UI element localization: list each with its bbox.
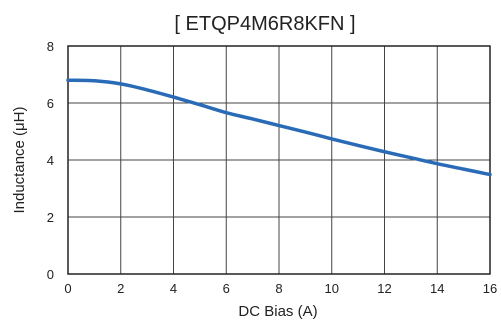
plot-frame xyxy=(67,45,491,275)
x-tick-label: 4 xyxy=(170,281,177,296)
x-tick-label: 14 xyxy=(430,281,444,296)
x-tick-label: 12 xyxy=(377,281,391,296)
inductance-curve xyxy=(66,78,492,177)
y-tick-label: 4 xyxy=(47,153,54,168)
x-tick-label: 8 xyxy=(275,281,282,296)
x-tick-label: 2 xyxy=(117,281,124,296)
x-tick-label: 0 xyxy=(64,281,71,296)
x-tick-label: 6 xyxy=(223,281,230,296)
x-tick-label: 16 xyxy=(483,281,497,296)
y-tick-labels: 0 2 4 6 8 xyxy=(47,39,54,282)
x-tick-labels: 0 2 4 6 8 10 12 14 16 xyxy=(64,281,497,296)
y-tick-label: 0 xyxy=(47,267,54,282)
chart-title: [ ETQP4M6R8KFN ] xyxy=(174,13,355,35)
plot-frame-group xyxy=(67,45,491,275)
y-axis-label: Inductance (μH) xyxy=(11,106,28,213)
y-tick-label: 8 xyxy=(47,39,54,54)
series-group xyxy=(66,78,492,177)
x-axis-label: DC Bias (A) xyxy=(238,303,317,320)
y-tick-label: 6 xyxy=(47,96,54,111)
x-tick-label: 10 xyxy=(325,281,339,296)
y-tick-label: 2 xyxy=(47,210,54,225)
